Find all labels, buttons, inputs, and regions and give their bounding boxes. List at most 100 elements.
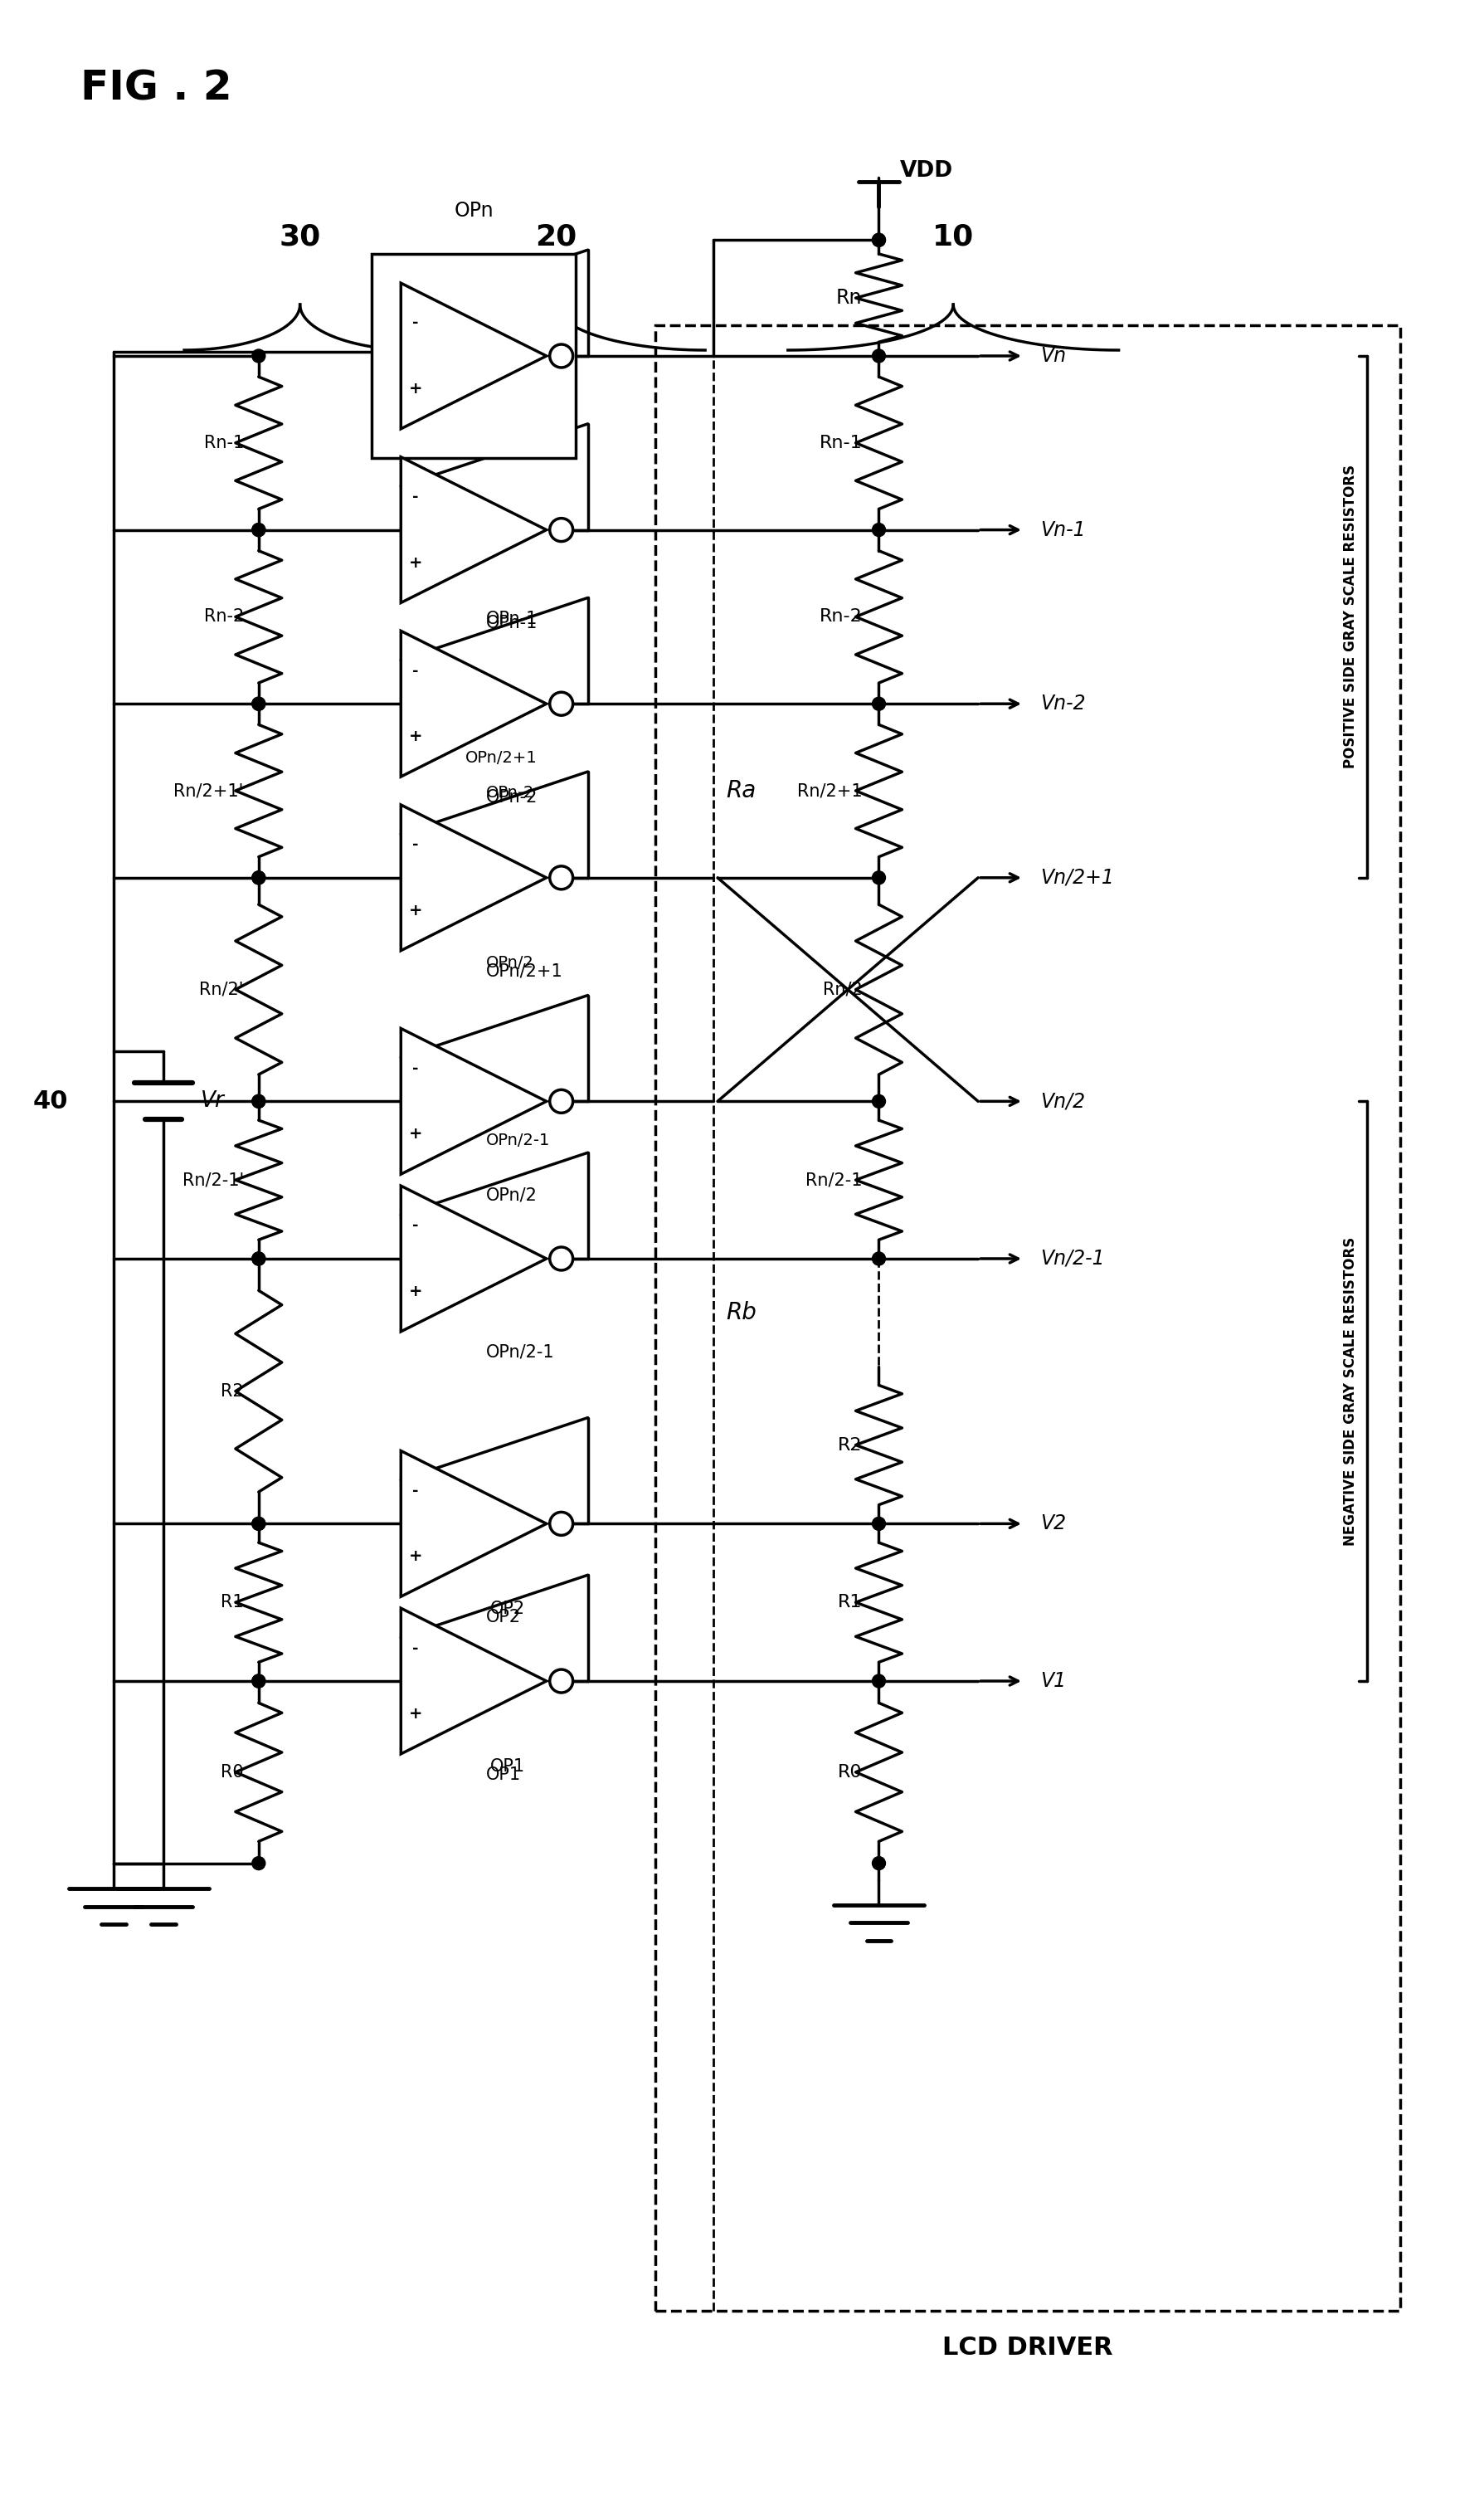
Text: +: + xyxy=(408,1707,423,1722)
Text: Vn/2+1: Vn/2+1 xyxy=(1039,868,1113,888)
Text: Vr: Vr xyxy=(200,1090,224,1113)
Circle shape xyxy=(549,1248,573,1270)
Text: OPn/2+1: OPn/2+1 xyxy=(485,963,562,981)
Text: 20: 20 xyxy=(536,222,577,252)
Text: Vn-1: Vn-1 xyxy=(1039,519,1085,539)
Circle shape xyxy=(871,1856,884,1869)
Text: Vn: Vn xyxy=(1039,347,1066,367)
Text: R0: R0 xyxy=(221,1764,243,1781)
Text: Rn/2+1': Rn/2+1' xyxy=(174,783,243,798)
Circle shape xyxy=(871,1095,884,1108)
Text: -: - xyxy=(413,838,418,853)
Circle shape xyxy=(871,235,884,247)
Text: Rn/2: Rn/2 xyxy=(822,981,862,998)
Circle shape xyxy=(252,524,266,536)
Circle shape xyxy=(252,1856,266,1869)
Circle shape xyxy=(252,1252,266,1265)
Text: -: - xyxy=(413,489,418,504)
Text: OPn/2+1: OPn/2+1 xyxy=(464,751,537,766)
Text: -: - xyxy=(413,317,418,332)
Polygon shape xyxy=(401,457,546,604)
Text: +: + xyxy=(408,382,423,397)
Text: OP1: OP1 xyxy=(490,1759,525,1774)
Text: VDD: VDD xyxy=(899,160,953,182)
Text: -: - xyxy=(413,664,418,679)
Circle shape xyxy=(252,1095,266,1108)
Text: FIG . 2: FIG . 2 xyxy=(80,67,232,107)
Text: V2: V2 xyxy=(1039,1514,1066,1534)
Circle shape xyxy=(252,1517,266,1529)
Text: Rn-1: Rn-1 xyxy=(819,434,862,452)
Polygon shape xyxy=(401,1185,546,1332)
Text: V1: V1 xyxy=(1039,1672,1066,1692)
Circle shape xyxy=(252,1252,266,1265)
Text: OPn-2: OPn-2 xyxy=(485,788,537,806)
Text: R2: R2 xyxy=(837,1437,862,1452)
Circle shape xyxy=(871,1674,884,1687)
Text: +: + xyxy=(408,903,423,918)
Text: R0: R0 xyxy=(837,1764,862,1781)
Circle shape xyxy=(252,1095,266,1108)
Text: 10: 10 xyxy=(932,222,974,252)
Circle shape xyxy=(252,1674,266,1687)
Text: Rn/2-1': Rn/2-1' xyxy=(183,1173,243,1188)
Circle shape xyxy=(549,691,573,716)
Polygon shape xyxy=(401,631,546,776)
Text: OPn/2-1: OPn/2-1 xyxy=(485,1345,555,1360)
Text: NEGATIVE SIDE GRAY SCALE RESISTORS: NEGATIVE SIDE GRAY SCALE RESISTORS xyxy=(1342,1238,1356,1544)
Polygon shape xyxy=(401,1450,546,1597)
Circle shape xyxy=(871,349,884,362)
Text: OPn-1: OPn-1 xyxy=(485,611,537,629)
Text: R2: R2 xyxy=(221,1382,243,1400)
Circle shape xyxy=(871,1517,884,1529)
Text: Rn-2: Rn-2 xyxy=(203,609,243,626)
Text: Rn/2+1: Rn/2+1 xyxy=(797,783,862,798)
Text: OPn/2: OPn/2 xyxy=(485,956,534,971)
Text: R1: R1 xyxy=(221,1594,243,1612)
Text: Vn/2-1: Vn/2-1 xyxy=(1039,1248,1104,1267)
Text: Ra: Ra xyxy=(726,778,755,803)
Text: Rn/2-1: Rn/2-1 xyxy=(804,1173,862,1188)
Circle shape xyxy=(549,1669,573,1692)
Text: Rb: Rb xyxy=(726,1300,755,1325)
Text: OPn/2: OPn/2 xyxy=(485,1188,537,1203)
Text: +: + xyxy=(408,1549,423,1564)
Circle shape xyxy=(252,696,266,711)
Text: 40: 40 xyxy=(33,1090,68,1113)
Text: OPn-2: OPn-2 xyxy=(485,786,534,801)
Polygon shape xyxy=(401,282,546,429)
Circle shape xyxy=(871,1252,884,1265)
Text: POSITIVE SIDE GRAY SCALE RESISTORS: POSITIVE SIDE GRAY SCALE RESISTORS xyxy=(1342,464,1356,768)
Circle shape xyxy=(252,1517,266,1529)
Circle shape xyxy=(252,696,266,711)
Bar xyxy=(656,324,1399,2310)
Text: -: - xyxy=(413,1060,418,1075)
Circle shape xyxy=(549,1512,573,1534)
Polygon shape xyxy=(401,1609,546,1754)
Text: -: - xyxy=(413,1218,418,1233)
Text: +: + xyxy=(408,1125,423,1143)
Circle shape xyxy=(871,696,884,711)
Text: +: + xyxy=(408,1282,423,1300)
Text: +: + xyxy=(408,729,423,744)
Circle shape xyxy=(549,866,573,888)
Text: OPn: OPn xyxy=(454,202,493,222)
Text: 30: 30 xyxy=(279,222,321,252)
Circle shape xyxy=(252,871,266,883)
Text: Vn/2: Vn/2 xyxy=(1039,1090,1085,1110)
Bar xyxy=(371,254,576,457)
Circle shape xyxy=(871,871,884,883)
Text: Rn-2: Rn-2 xyxy=(819,609,862,626)
Circle shape xyxy=(871,524,884,536)
Text: -: - xyxy=(413,1485,418,1499)
Circle shape xyxy=(549,519,573,541)
Circle shape xyxy=(252,871,266,883)
Circle shape xyxy=(252,349,266,362)
Circle shape xyxy=(252,524,266,536)
Text: Vn-2: Vn-2 xyxy=(1039,694,1085,714)
Text: OP2: OP2 xyxy=(485,1609,521,1627)
Text: OPn/2-1: OPn/2-1 xyxy=(485,1133,551,1148)
Text: OP2: OP2 xyxy=(490,1602,525,1617)
Circle shape xyxy=(871,235,884,247)
Polygon shape xyxy=(401,806,546,951)
